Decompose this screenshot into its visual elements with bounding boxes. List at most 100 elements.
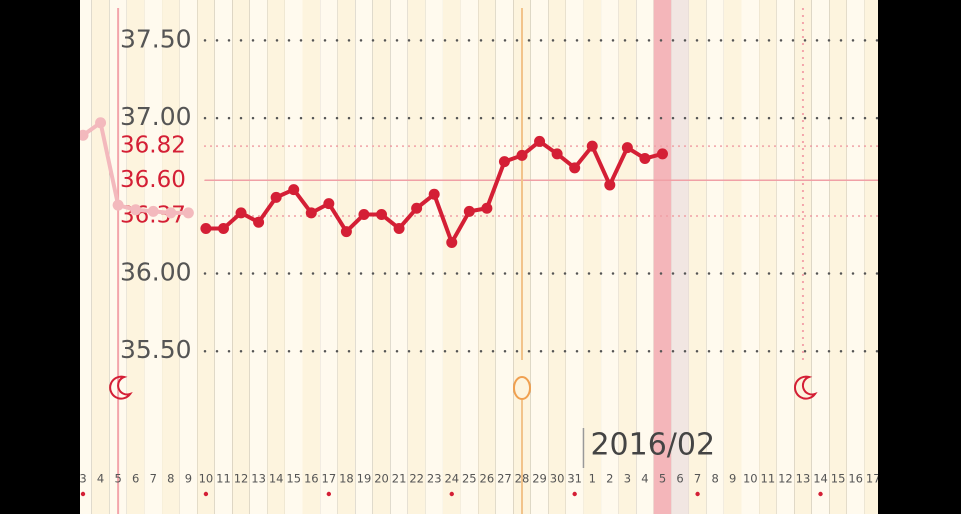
x-tick-label: 13 — [796, 472, 811, 486]
day-dot — [326, 491, 332, 497]
today-column — [653, 0, 672, 514]
day-column — [442, 0, 461, 514]
day-column — [583, 0, 602, 514]
x-tick-label: 13 — [251, 472, 266, 486]
right-bar — [878, 0, 961, 514]
x-tick-label: 17 — [322, 472, 337, 486]
x-tick-label: 20 — [374, 472, 389, 486]
temperature-point — [481, 202, 493, 214]
temperature-point — [77, 129, 89, 141]
x-tick-label: 30 — [550, 472, 565, 486]
day-column — [372, 0, 391, 514]
temperature-point — [446, 236, 458, 248]
x-tick-label: 16 — [848, 472, 863, 486]
day-column — [460, 0, 479, 514]
day-column — [355, 0, 373, 514]
temperature-point — [656, 148, 668, 160]
x-tick-label: 2 — [606, 472, 613, 486]
next-column — [671, 0, 689, 514]
day-column — [723, 0, 742, 514]
x-tick-label: 1 — [589, 472, 596, 486]
x-tick-label: 29 — [532, 472, 547, 486]
day-column — [249, 0, 268, 514]
x-tick-label: 7 — [694, 472, 701, 486]
x-tick-label: 5 — [114, 472, 121, 486]
day-column — [91, 0, 110, 514]
x-tick-label: 15 — [831, 472, 846, 486]
left-bar — [0, 0, 80, 514]
day-column — [548, 0, 566, 514]
ovulation-icon — [513, 376, 531, 400]
day-column — [162, 0, 180, 514]
day-dot — [449, 491, 454, 497]
day-column — [759, 0, 777, 514]
x-tick-label: 22 — [409, 472, 424, 486]
temperature-point — [586, 140, 598, 152]
temperature-point — [270, 191, 282, 203]
x-tick-label: 4 — [641, 472, 648, 486]
x-tick-label: 25 — [462, 472, 477, 486]
day-column — [636, 0, 654, 514]
temperature-point — [95, 117, 107, 129]
day-column — [618, 0, 637, 514]
temperature-point — [235, 207, 247, 219]
day-column — [267, 0, 285, 514]
day-column — [144, 0, 163, 514]
temperature-point — [112, 199, 124, 211]
temperature-point — [376, 208, 388, 220]
x-tick-label: 7 — [150, 472, 157, 486]
temperature-point — [340, 226, 352, 238]
x-tick-label: 11 — [761, 472, 776, 486]
day-column — [320, 0, 338, 514]
x-tick-label: 26 — [480, 472, 495, 486]
day-column — [214, 0, 233, 514]
temperature-point — [604, 179, 616, 191]
day-column — [302, 0, 321, 514]
x-tick-label: 16 — [304, 472, 319, 486]
temperature-point — [393, 222, 405, 234]
day-column — [565, 0, 584, 514]
temperature-point — [253, 216, 265, 228]
x-tick-label: 10 — [199, 472, 214, 486]
temperature-point — [323, 198, 335, 210]
day-column — [688, 0, 707, 514]
day-column — [478, 0, 496, 514]
x-tick-label: 27 — [497, 472, 512, 486]
temperature-point — [200, 222, 212, 234]
day-dot — [695, 491, 700, 497]
month-label: 2016/02 — [590, 428, 715, 463]
temperature-point — [288, 184, 300, 196]
x-tick-label: 4 — [97, 472, 104, 486]
temperature-point — [130, 204, 142, 216]
x-tick-label: 14 — [813, 472, 828, 486]
x-tick-label: 14 — [269, 472, 284, 486]
temperature-point — [569, 162, 581, 174]
x-tick-label: 12 — [234, 472, 249, 486]
x-tick-label: 8 — [167, 472, 174, 486]
temperature-point — [551, 148, 563, 160]
x-tick-label: 31 — [567, 472, 582, 486]
temperature-point — [147, 205, 159, 217]
temperature-point — [217, 222, 229, 234]
day-column — [811, 0, 830, 514]
day-column — [80, 0, 92, 514]
x-tick-label: 5 — [659, 472, 666, 486]
x-tick-label: 3 — [79, 472, 86, 486]
day-column — [390, 0, 408, 514]
day-column — [425, 0, 443, 514]
day-dot — [80, 491, 86, 497]
x-tick-label: 17 — [866, 472, 881, 486]
day-column — [407, 0, 426, 514]
temperature-point — [305, 207, 317, 219]
day-dot — [572, 491, 577, 497]
temperature-point — [498, 156, 510, 168]
day-column — [864, 0, 878, 514]
moon-icon — [109, 375, 133, 400]
temperature-point — [463, 205, 475, 217]
x-tick-label: 11 — [216, 472, 231, 486]
x-tick-label: 9 — [185, 472, 192, 486]
temperature-point — [358, 208, 370, 220]
day-column — [741, 0, 760, 514]
temperature-point — [516, 149, 528, 161]
